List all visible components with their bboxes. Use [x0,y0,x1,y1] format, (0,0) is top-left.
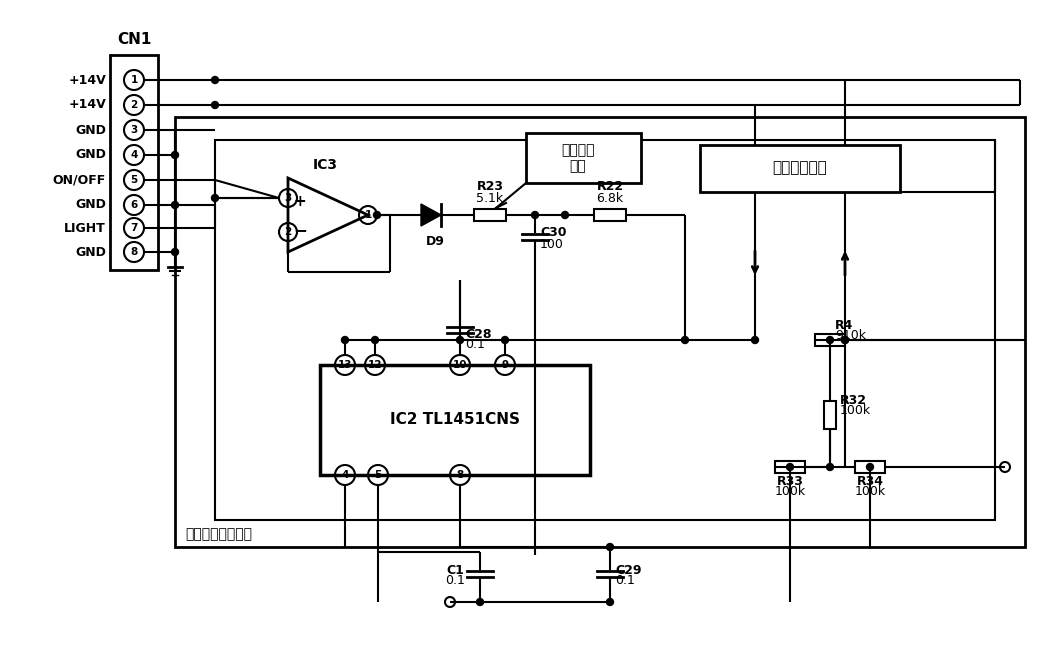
Circle shape [751,336,759,344]
Circle shape [171,151,179,159]
Text: IC2 TL1451CNS: IC2 TL1451CNS [390,412,520,428]
Text: GND: GND [75,246,106,258]
Text: 13: 13 [338,360,352,370]
Circle shape [841,336,849,344]
Circle shape [606,543,613,551]
Circle shape [532,212,538,218]
Circle shape [502,336,509,344]
Text: D9: D9 [425,235,444,248]
Bar [175,117,1025,547]
Text: 3: 3 [284,193,292,203]
Text: GND: GND [75,198,106,212]
Bar [110,55,158,270]
Bar [815,334,845,346]
Circle shape [866,464,874,470]
Bar [320,365,590,475]
Circle shape [211,77,218,83]
Circle shape [342,336,348,344]
Bar [855,461,885,473]
Text: 1: 1 [131,75,138,85]
Circle shape [373,212,380,218]
Text: GND: GND [75,123,106,137]
Bar [700,145,900,192]
Text: 5.1k: 5.1k [477,192,504,205]
Polygon shape [421,204,441,226]
Text: LIGHT: LIGHT [64,222,106,234]
Circle shape [372,336,378,344]
Text: R23: R23 [477,180,504,193]
Text: 100k: 100k [855,485,885,498]
Text: 8: 8 [131,247,138,257]
Circle shape [211,101,218,109]
Bar [215,140,995,520]
Text: +: + [294,194,306,210]
Circle shape [561,212,568,218]
Text: 2: 2 [131,100,138,110]
Text: 6.8k: 6.8k [597,192,624,205]
Text: 1: 1 [365,210,372,220]
Text: 5: 5 [131,175,138,185]
Circle shape [827,464,834,470]
Text: 亮度控制启动电路: 亮度控制启动电路 [185,527,252,541]
Bar [526,133,641,183]
Text: 4: 4 [342,470,349,480]
Circle shape [841,336,849,344]
Bar [594,209,626,221]
Text: 亮度控制
信号: 亮度控制 信号 [561,143,595,173]
Circle shape [787,464,793,470]
Text: 9: 9 [502,360,509,370]
Text: 2: 2 [284,227,292,237]
Text: 6: 6 [131,200,138,210]
Bar [825,401,836,429]
Circle shape [171,202,179,208]
Text: 7: 7 [131,223,138,233]
Text: 0.1: 0.1 [616,575,635,587]
Bar [775,461,805,473]
Text: 5: 5 [374,470,381,480]
Circle shape [457,336,464,344]
Text: R4: R4 [835,319,854,332]
Text: GND: GND [75,149,106,161]
Text: R34: R34 [857,475,883,488]
Text: 4: 4 [131,150,138,160]
Text: CN1: CN1 [117,32,152,47]
Text: ON/OFF: ON/OFF [52,174,106,186]
Text: R33: R33 [776,475,804,488]
Text: 910k: 910k [835,329,866,342]
Circle shape [477,599,484,605]
Text: 100k: 100k [840,404,872,417]
Text: C30: C30 [540,226,566,240]
Text: 12: 12 [368,360,382,370]
Text: 10: 10 [452,360,467,370]
Text: −: − [293,221,307,239]
Circle shape [827,336,834,344]
Text: 100: 100 [540,238,564,250]
Text: C29: C29 [616,563,642,577]
Circle shape [681,336,689,344]
Text: 0.1: 0.1 [445,575,465,587]
Text: R32: R32 [840,394,867,407]
Text: 3: 3 [131,125,138,135]
Text: 电压启动电路: 电压启动电路 [772,161,828,176]
Text: R22: R22 [597,180,624,193]
Text: C1: C1 [446,563,464,577]
Text: 8: 8 [457,470,464,480]
Text: IC3: IC3 [312,158,338,172]
Circle shape [606,599,613,605]
Text: +14V: +14V [68,99,106,111]
Circle shape [171,248,179,256]
Text: +14V: +14V [68,73,106,87]
Text: 100k: 100k [774,485,806,498]
Text: C28: C28 [465,328,491,340]
Bar [474,209,506,221]
Circle shape [211,194,218,202]
Text: 0.1: 0.1 [465,338,485,350]
